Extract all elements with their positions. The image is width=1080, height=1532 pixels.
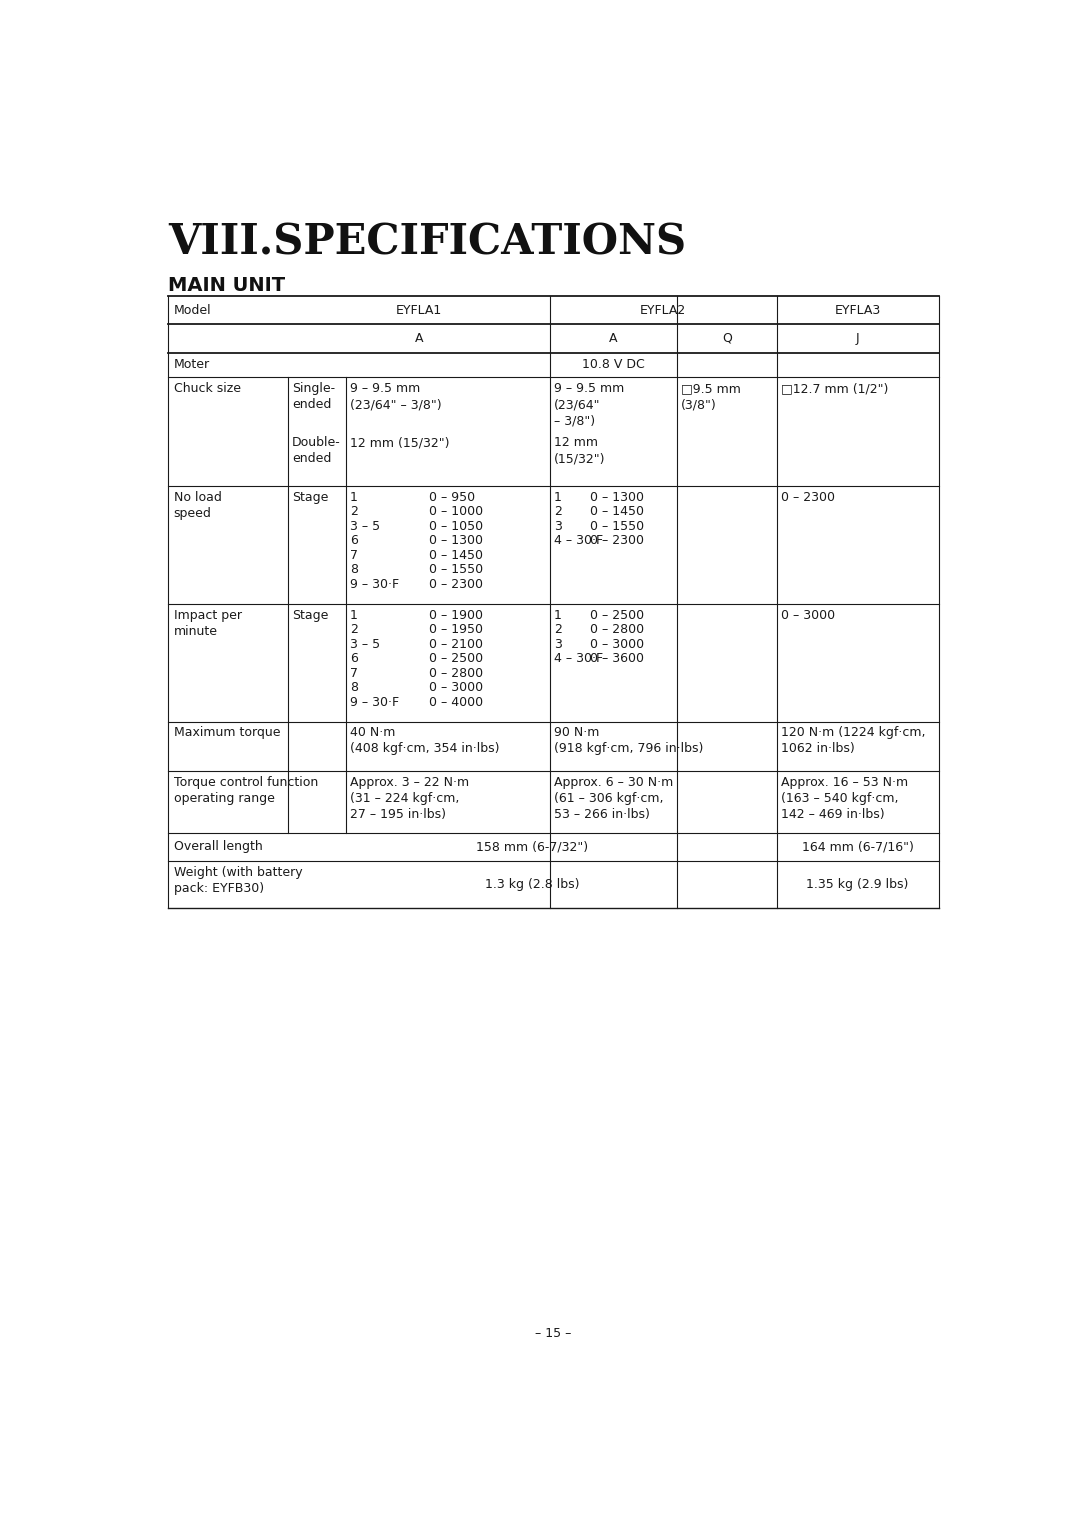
Text: 120 N·m (1224 kgf·cm,
1062 in·lbs): 120 N·m (1224 kgf·cm, 1062 in·lbs) <box>781 726 926 755</box>
Text: Weight (with battery
pack: EYFB30): Weight (with battery pack: EYFB30) <box>174 866 302 895</box>
Text: 9 – 9.5 mm
(23/64"
– 3/8"): 9 – 9.5 mm (23/64" – 3/8") <box>554 381 624 427</box>
Text: 0 – 950: 0 – 950 <box>429 490 475 504</box>
Text: EYFLA2: EYFLA2 <box>640 303 687 317</box>
Text: 1: 1 <box>350 490 357 504</box>
Text: Q: Q <box>721 332 731 345</box>
Text: 4 – 30·F: 4 – 30·F <box>554 535 603 547</box>
Text: 0 – 2800: 0 – 2800 <box>429 666 484 680</box>
Text: 0 – 2800: 0 – 2800 <box>590 624 644 636</box>
Text: 0 – 3000: 0 – 3000 <box>781 608 835 622</box>
Text: Double-
ended: Double- ended <box>292 437 341 466</box>
Text: 9 – 9.5 mm
(23/64" – 3/8"): 9 – 9.5 mm (23/64" – 3/8") <box>350 381 442 411</box>
Text: A: A <box>609 332 618 345</box>
Text: 0 – 2500: 0 – 2500 <box>429 653 484 665</box>
Text: 0 – 1550: 0 – 1550 <box>429 564 484 576</box>
Text: 1: 1 <box>554 490 562 504</box>
Text: 0 – 3600: 0 – 3600 <box>590 653 644 665</box>
Text: EYFLA3: EYFLA3 <box>835 303 881 317</box>
Text: 0 – 1300: 0 – 1300 <box>590 490 644 504</box>
Text: Torque control function
operating range: Torque control function operating range <box>174 777 318 804</box>
Text: – 15 –: – 15 – <box>536 1328 571 1340</box>
Text: 0 – 4000: 0 – 4000 <box>429 696 484 709</box>
Text: □12.7 mm (1/2"): □12.7 mm (1/2") <box>781 381 889 395</box>
Text: Single-
ended: Single- ended <box>292 381 335 411</box>
Text: 10.8 V DC: 10.8 V DC <box>582 358 645 371</box>
Text: EYFLA1: EYFLA1 <box>395 303 442 317</box>
Text: 0 – 2300: 0 – 2300 <box>590 535 644 547</box>
Text: 0 – 2300: 0 – 2300 <box>781 490 835 504</box>
Text: 8: 8 <box>350 564 357 576</box>
Text: MAIN UNIT: MAIN UNIT <box>168 276 285 294</box>
Text: 3 – 5: 3 – 5 <box>350 519 380 533</box>
Text: 0 – 1450: 0 – 1450 <box>590 506 644 518</box>
Text: 3 – 5: 3 – 5 <box>350 637 380 651</box>
Text: 8: 8 <box>350 682 357 694</box>
Text: 1: 1 <box>350 608 357 622</box>
Text: Maximum torque: Maximum torque <box>174 726 280 740</box>
Text: A: A <box>415 332 423 345</box>
Text: 7: 7 <box>350 548 357 562</box>
Text: 1: 1 <box>554 608 562 622</box>
Text: 6: 6 <box>350 653 357 665</box>
Text: Moter: Moter <box>174 358 210 371</box>
Text: 0 – 2300: 0 – 2300 <box>429 578 483 591</box>
Text: Impact per
minute: Impact per minute <box>174 608 242 637</box>
Text: 0 – 1550: 0 – 1550 <box>590 519 644 533</box>
Text: 0 – 3000: 0 – 3000 <box>429 682 484 694</box>
Text: 2: 2 <box>350 506 357 518</box>
Text: 0 – 2500: 0 – 2500 <box>590 608 644 622</box>
Text: 0 – 1000: 0 – 1000 <box>429 506 484 518</box>
Text: No load
speed: No load speed <box>174 490 221 519</box>
Text: 4 – 30·F: 4 – 30·F <box>554 653 603 665</box>
Text: Chuck size: Chuck size <box>174 381 241 395</box>
Text: 0 – 1900: 0 – 1900 <box>429 608 483 622</box>
Text: 6: 6 <box>350 535 357 547</box>
Text: □9.5 mm
(3/8"): □9.5 mm (3/8") <box>680 381 741 411</box>
Text: 164 mm (6-7/16"): 164 mm (6-7/16") <box>801 840 914 853</box>
Text: Model: Model <box>174 303 211 317</box>
Text: 2: 2 <box>554 506 562 518</box>
Text: 7: 7 <box>350 666 357 680</box>
Text: Approx. 16 – 53 N·m
(163 – 540 kgf·cm,
142 – 469 in·lbs): Approx. 16 – 53 N·m (163 – 540 kgf·cm, 1… <box>781 777 908 821</box>
Text: 12 mm (15/32"): 12 mm (15/32") <box>350 437 449 449</box>
Text: 0 – 1300: 0 – 1300 <box>429 535 483 547</box>
Text: 3: 3 <box>554 519 562 533</box>
Text: J: J <box>855 332 860 345</box>
Text: 1.3 kg (2.8 lbs): 1.3 kg (2.8 lbs) <box>485 878 580 892</box>
Text: 40 N·m
(408 kgf·cm, 354 in·lbs): 40 N·m (408 kgf·cm, 354 in·lbs) <box>350 726 499 755</box>
Text: Approx. 3 – 22 N·m
(31 – 224 kgf·cm,
27 – 195 in·lbs): Approx. 3 – 22 N·m (31 – 224 kgf·cm, 27 … <box>350 777 469 821</box>
Text: 2: 2 <box>554 624 562 636</box>
Text: 2: 2 <box>350 624 357 636</box>
Text: 9 – 30·F: 9 – 30·F <box>350 696 399 709</box>
Text: Approx. 6 – 30 N·m
(61 – 306 kgf·cm,
53 – 266 in·lbs): Approx. 6 – 30 N·m (61 – 306 kgf·cm, 53 … <box>554 777 673 821</box>
Text: Overall length: Overall length <box>174 840 262 853</box>
Text: 3: 3 <box>554 637 562 651</box>
Text: 0 – 1950: 0 – 1950 <box>429 624 483 636</box>
Text: 9 – 30·F: 9 – 30·F <box>350 578 399 591</box>
Text: 90 N·m
(918 kgf·cm, 796 in·lbs): 90 N·m (918 kgf·cm, 796 in·lbs) <box>554 726 703 755</box>
Text: 0 – 1050: 0 – 1050 <box>429 519 484 533</box>
Text: 1.35 kg (2.9 lbs): 1.35 kg (2.9 lbs) <box>807 878 909 892</box>
Text: 12 mm
(15/32"): 12 mm (15/32") <box>554 437 605 466</box>
Text: Stage: Stage <box>292 608 328 622</box>
Text: Stage: Stage <box>292 490 328 504</box>
Text: 0 – 1450: 0 – 1450 <box>429 548 483 562</box>
Text: 158 mm (6-7/32"): 158 mm (6-7/32") <box>476 840 589 853</box>
Text: 0 – 3000: 0 – 3000 <box>590 637 644 651</box>
Text: VIII.SPECIFICATIONS: VIII.SPECIFICATIONS <box>168 222 687 264</box>
Text: 0 – 2100: 0 – 2100 <box>429 637 483 651</box>
